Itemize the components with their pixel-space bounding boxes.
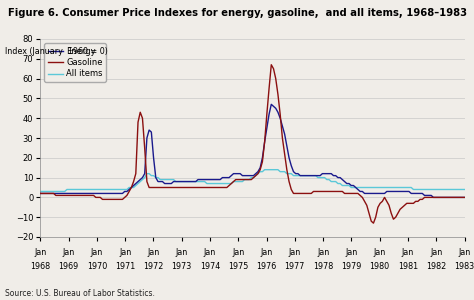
All items xyxy=(251,176,256,179)
All items xyxy=(306,174,312,177)
Text: Jan: Jan xyxy=(430,248,442,257)
Energy xyxy=(268,103,274,106)
Gasoline xyxy=(268,63,274,67)
Text: Jan: Jan xyxy=(374,248,386,257)
Line: All items: All items xyxy=(40,170,465,191)
All items xyxy=(209,182,214,185)
Line: Energy: Energy xyxy=(40,104,465,197)
Text: 1973: 1973 xyxy=(172,262,192,271)
Text: Source: U.S. Bureau of Labor Statistics.: Source: U.S. Bureau of Labor Statistics. xyxy=(5,290,155,298)
Energy xyxy=(462,196,467,199)
Text: 1968: 1968 xyxy=(30,262,50,271)
Gasoline xyxy=(37,192,43,195)
Energy xyxy=(213,178,219,181)
All items xyxy=(37,190,43,193)
Text: Jan: Jan xyxy=(458,248,471,257)
Text: 1979: 1979 xyxy=(341,262,362,271)
Text: Jan: Jan xyxy=(175,248,188,257)
Energy xyxy=(251,174,256,177)
Gasoline xyxy=(251,176,256,179)
Energy xyxy=(89,192,94,195)
Gasoline xyxy=(213,186,219,189)
Line: Gasoline: Gasoline xyxy=(40,65,465,223)
All items xyxy=(282,170,287,173)
Text: Index (January  1960 = 0): Index (January 1960 = 0) xyxy=(5,46,108,56)
Text: Jan: Jan xyxy=(63,248,75,257)
Gasoline xyxy=(371,221,376,225)
Text: 1983: 1983 xyxy=(455,262,474,271)
All items xyxy=(89,188,94,191)
Gasoline xyxy=(209,186,214,189)
Text: Jan: Jan xyxy=(204,248,216,257)
Text: 1977: 1977 xyxy=(285,262,305,271)
Text: Jan: Jan xyxy=(147,248,160,257)
Text: Jan: Jan xyxy=(345,248,357,257)
Text: 1981: 1981 xyxy=(398,262,418,271)
Text: 1971: 1971 xyxy=(115,262,135,271)
Text: 1970: 1970 xyxy=(87,262,107,271)
Text: 1974: 1974 xyxy=(200,262,220,271)
Energy xyxy=(282,132,287,136)
All items xyxy=(462,188,467,191)
Text: 1980: 1980 xyxy=(370,262,390,271)
Text: 1976: 1976 xyxy=(256,262,277,271)
All items xyxy=(213,182,219,185)
Text: Jan: Jan xyxy=(260,248,273,257)
Gasoline xyxy=(306,192,312,195)
Text: Figure 6. Consumer Price Indexes for energy, gasoline,  and all items, 1968–1983: Figure 6. Consumer Price Indexes for ene… xyxy=(8,8,466,17)
Energy xyxy=(306,174,312,177)
Text: Jan: Jan xyxy=(402,248,414,257)
Text: Jan: Jan xyxy=(289,248,301,257)
Gasoline xyxy=(89,194,94,197)
Text: Jan: Jan xyxy=(232,248,245,257)
All items xyxy=(262,168,267,172)
Text: 1982: 1982 xyxy=(426,262,447,271)
Energy xyxy=(430,196,436,199)
Text: Jan: Jan xyxy=(34,248,46,257)
Text: 1969: 1969 xyxy=(58,262,79,271)
Legend: Energy, Gasoline, All items: Energy, Gasoline, All items xyxy=(45,43,106,82)
Text: Jan: Jan xyxy=(317,248,329,257)
Text: 1975: 1975 xyxy=(228,262,248,271)
Gasoline xyxy=(282,152,287,156)
Text: 1978: 1978 xyxy=(313,262,333,271)
Text: 1972: 1972 xyxy=(143,262,164,271)
Energy xyxy=(37,192,43,195)
Text: Jan: Jan xyxy=(91,248,103,257)
Energy xyxy=(209,178,214,181)
Gasoline xyxy=(462,196,467,199)
Text: Jan: Jan xyxy=(119,248,131,257)
